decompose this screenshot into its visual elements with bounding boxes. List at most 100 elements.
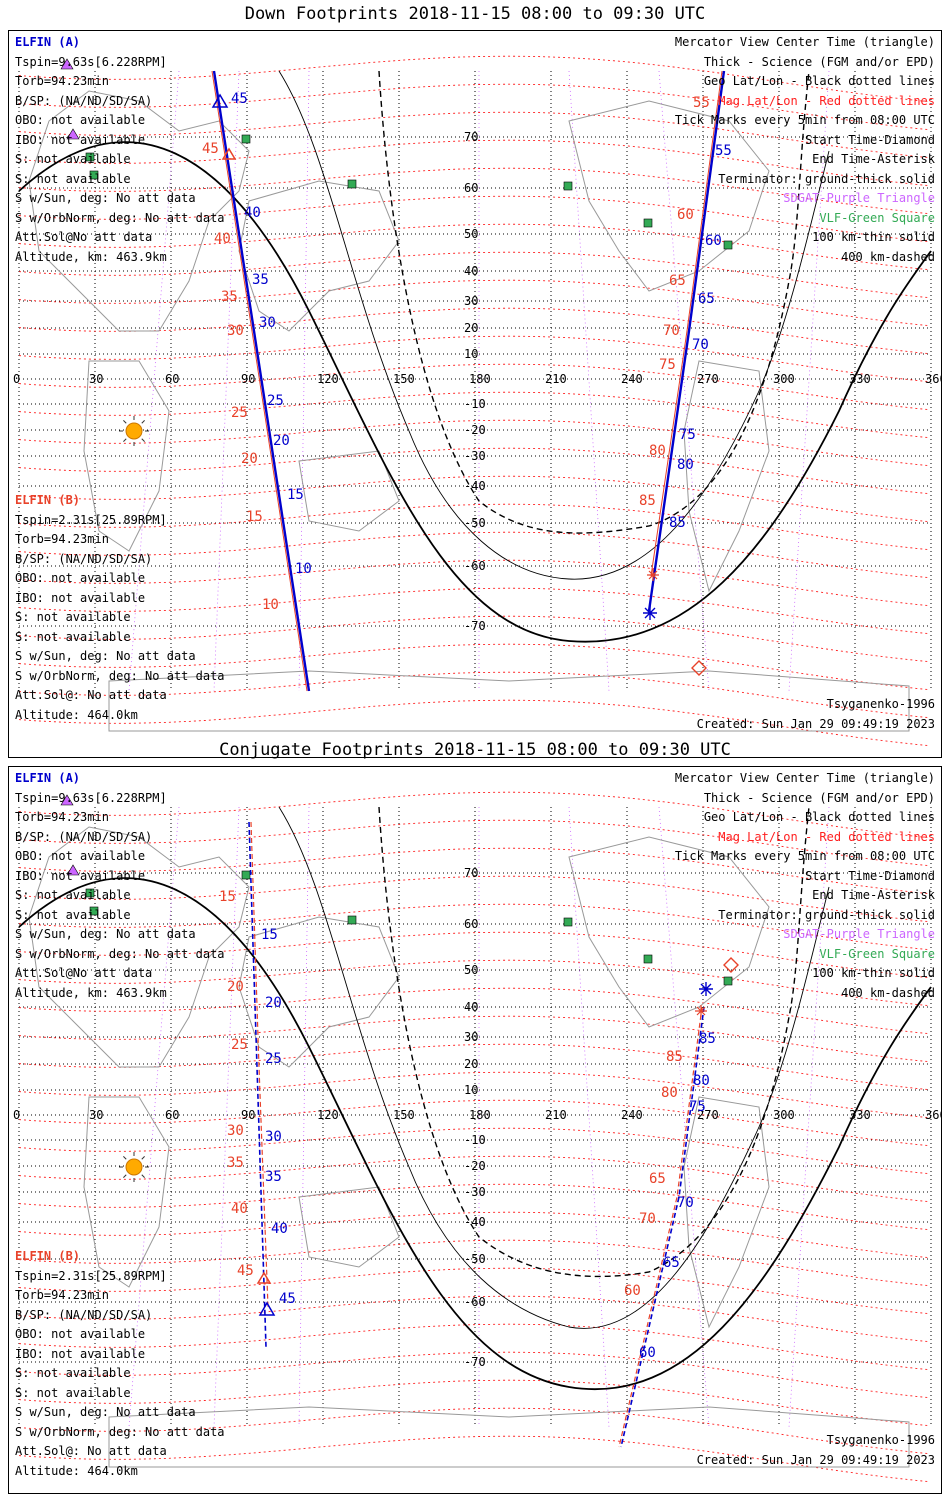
lon-tick-label: 210 [545, 372, 567, 386]
lon-tick-label: 360 [925, 1108, 941, 1122]
elfin-a-track-label: 55 [715, 143, 732, 159]
mag-lat-line [18, 931, 930, 979]
lon-tick-label: 330 [849, 372, 871, 386]
lon-tick-label: 180 [469, 1108, 491, 1122]
lat-tick-label: -10 [464, 397, 486, 411]
elfin-a-end-asterisk [699, 982, 713, 996]
legend-view-center: Mercator View Center Time (triangle) [674, 771, 935, 785]
elfin-a-s2: S: not available [15, 171, 131, 186]
elfin-b-ibo: IBO: not available [15, 590, 146, 605]
elfin-b-track-label: 25 [231, 405, 248, 421]
sun-ray [141, 420, 145, 424]
legend-sdgat: SDGAT-Purple Triangle [783, 191, 935, 205]
elfin-b-track-label: 45 [202, 141, 219, 157]
mag-lat-line [18, 111, 930, 159]
lat-tick-label: -30 [464, 1185, 486, 1199]
lon-tick-label: 180 [469, 372, 491, 386]
elfin-a-track-label: 60 [639, 1345, 656, 1361]
created-timestamp: Created: Sun Jan 29 09:49:19 2023 [696, 1453, 935, 1467]
legend-view-center: Mercator View Center Time (triangle) [674, 35, 935, 49]
lat-tick-label: -20 [464, 1159, 486, 1173]
elfin-a-track-label: 20 [265, 995, 282, 1011]
legend-mag-grid: Mag Lat/Lon - Red dotted lines [718, 93, 935, 108]
elfin-b-sun: S w/Sun, deg: No att data [15, 649, 196, 663]
mag-lat-line [18, 503, 930, 551]
mag-lat-line [18, 791, 930, 839]
vlf-station-square [347, 915, 357, 925]
elfin-a-track [248, 821, 267, 1348]
lon-tick-label: 90 [241, 372, 255, 386]
legend-400km: 400 km-dashed [841, 985, 935, 1000]
vlf-station-square [89, 170, 99, 180]
vlf-station-square [85, 152, 95, 162]
elfin-b-info: ELFIN (B) Tspin=2.31s[25.89RPM] Torb=94.… [15, 491, 225, 725]
lat-tick-label: 70 [464, 130, 478, 144]
conjugate-footprints-panel: 0 30 60 90 120 150 180 210 240 270 300 330 360 70 60 50… [8, 766, 942, 1494]
lon-tick-label: 300 [773, 1108, 795, 1122]
elfin-b-track-label: 20 [227, 979, 244, 995]
continent-outline [568, 100, 770, 292]
mag-lat-line [18, 363, 930, 411]
lat-tick-label: -40 [464, 1215, 486, 1229]
mag-lat-line [18, 875, 930, 923]
lat-tick-label: 30 [464, 294, 478, 308]
elfin-b-track-label: 45 [237, 1263, 254, 1279]
continent-outline [28, 826, 250, 1068]
elfin-a-orbnorm: S w/OrbNorm, deg: No att data [15, 946, 225, 961]
elfin-b-altitude: Altitude: 464.0km [15, 707, 138, 722]
elfin-a-attsol: Att.Sol@No att data [15, 966, 153, 980]
elfin-b-track-label: 80 [661, 1085, 678, 1101]
sdgat-triangle [66, 128, 80, 140]
elfin-a-track-label: 25 [265, 1051, 282, 1067]
elfin-b-track-label: 70 [663, 323, 680, 339]
elfin-a-track-label: 85 [669, 515, 686, 531]
elfin-a-ibo: IBO: not available [15, 868, 146, 883]
elfin-a-track-label: 45 [231, 91, 248, 107]
mag-lat-line [18, 167, 930, 215]
elfin-b-track-label: 80 [649, 443, 666, 459]
legend-start-time: Start Time-Diamond [804, 132, 935, 147]
lat-tick-label: -10 [464, 1133, 486, 1147]
continent-outline [108, 1406, 910, 1468]
elfin-a-torb: Torb=94.23min [15, 810, 109, 824]
terminator-line [18, 877, 932, 1390]
elfin-a-track-label: 65 [698, 291, 715, 307]
vlf-station-square [89, 906, 99, 916]
vlf-station-square [241, 870, 251, 880]
sun-ray [123, 1156, 127, 1160]
lon-tick-label: 60 [165, 372, 179, 386]
elfin-a-track-label: 70 [692, 337, 709, 353]
continent-outline [83, 360, 170, 552]
elfin-a-label: ELFIN (A) [15, 771, 81, 785]
lat-tick-label: 50 [464, 963, 478, 977]
legend-terminator: Terminator: ground-thick solid [718, 907, 935, 922]
legend-end-time: End Time-Asterisk [812, 152, 935, 166]
lon-tick-label: 0 [13, 372, 20, 386]
elfin-a-center-triangle [258, 1301, 276, 1316]
lon-tick-label: 360 [925, 372, 941, 386]
lat-tick-label: 50 [464, 227, 478, 241]
elfin-b-track-label: 40 [231, 1201, 248, 1217]
elfin-a-altitude: Altitude, km: 463.9km [15, 249, 167, 264]
model-label: Tsyganenko-1996 [826, 1433, 935, 1447]
legend-geo-grid: Geo Lat/Lon - Black dotted lines [703, 74, 935, 88]
lat-tick-label: -60 [464, 1295, 486, 1309]
mag-lat-line [18, 1239, 930, 1287]
elfin-b-start-diamond [691, 660, 707, 676]
elfin-a-attsol: Att.Sol@No att data [15, 230, 153, 244]
lon-tick-label: 0 [13, 1108, 20, 1122]
continent-outline [298, 450, 400, 532]
continent-outline [238, 180, 400, 332]
elfin-a-track-label: 25 [267, 393, 284, 409]
sdgat-triangle [66, 864, 80, 876]
elfin-b-torb: Torb=94.23min [15, 532, 109, 546]
elfin-a-track-label: 75 [689, 1099, 706, 1115]
panel-2-title: Conjugate Footprints 2018-11-15 08:00 to… [219, 740, 731, 760]
elfin-b-track-label: 15 [219, 889, 236, 905]
elfin-a-track-label: 15 [261, 927, 278, 943]
lon-tick-label: 150 [393, 1108, 415, 1122]
elfin-b-track-label: 30 [227, 1123, 244, 1139]
sun-ray [141, 1156, 145, 1160]
mag-lat-line [18, 559, 930, 607]
elfin-a-orbnorm: S w/OrbNorm, deg: No att data [15, 210, 225, 225]
